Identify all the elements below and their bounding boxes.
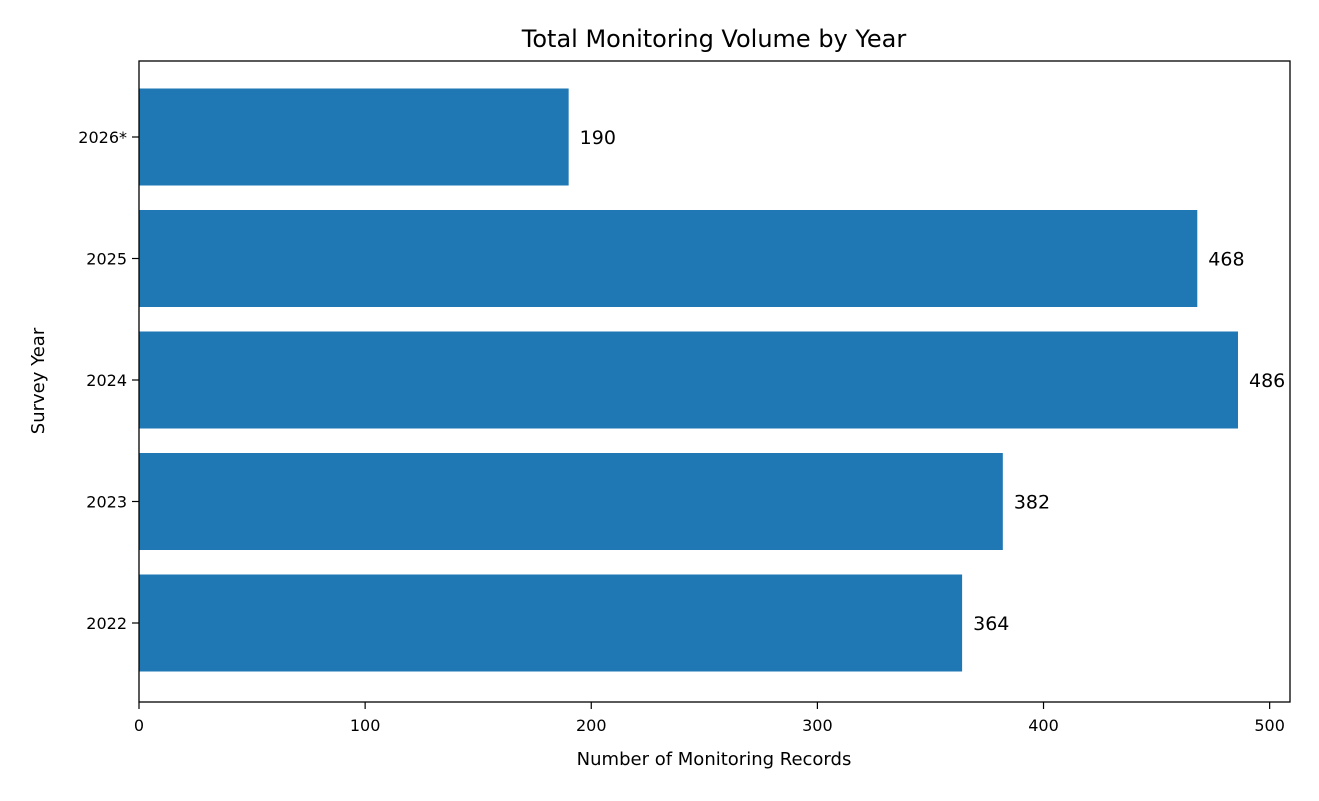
x-tick-label: 300 [802, 716, 833, 735]
plot-frame [138, 60, 1291, 703]
data-label-2026-partial: 190 [580, 127, 616, 149]
y-tick-label: 2022 [86, 614, 127, 633]
bar-2026-partial [139, 88, 569, 186]
bar-2024 [139, 331, 1238, 429]
y-tick-label: 2025 [86, 250, 127, 269]
y-tick-label: 2024 [86, 371, 127, 390]
ticks-layer: 2022 2023 2024 2025 2026* 0 100 200 300 400 500 [78, 128, 1285, 735]
chart-title: Total Monitoring Volume by Year [521, 25, 907, 53]
x-tick-label: 0 [134, 716, 144, 735]
x-tick-label: 400 [1028, 716, 1059, 735]
data-label-2023: 382 [1014, 492, 1050, 514]
bar-2025 [139, 210, 1198, 307]
bars-layer: 364 382 486 468 190 [139, 88, 1285, 672]
bar-2022 [139, 574, 963, 672]
data-label-2022: 364 [973, 613, 1009, 635]
y-axis-label: Survey Year [28, 327, 49, 434]
data-label-2024: 486 [1249, 370, 1285, 392]
x-tick-label: 500 [1254, 716, 1285, 735]
bar-2023 [139, 453, 1003, 550]
data-label-2025: 468 [1208, 249, 1244, 271]
y-tick-label: 2026* [78, 128, 127, 147]
x-axis-label: Number of Monitoring Records [577, 749, 852, 770]
x-tick-label: 100 [350, 716, 381, 735]
y-tick-label: 2023 [86, 493, 127, 512]
x-tick-label: 200 [576, 716, 607, 735]
